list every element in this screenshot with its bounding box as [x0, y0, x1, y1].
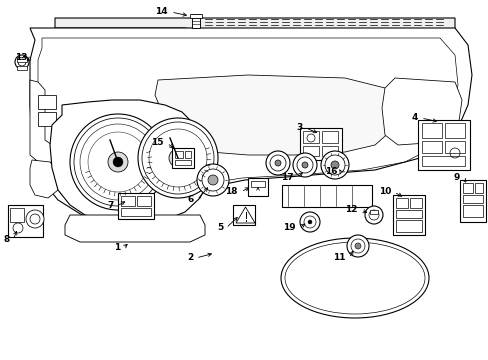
Bar [172, 148, 194, 168]
Text: 11: 11 [333, 253, 346, 262]
Circle shape [174, 154, 182, 162]
Text: 5: 5 [216, 224, 223, 233]
Ellipse shape [281, 238, 428, 318]
Text: 17: 17 [281, 174, 293, 183]
Bar [303, 131, 318, 143]
Bar [8, 205, 43, 237]
Bar [369, 210, 377, 214]
Bar [121, 196, 135, 206]
Text: 7: 7 [107, 202, 114, 211]
Bar [444, 123, 464, 138]
Bar [321, 146, 337, 156]
Bar [38, 95, 56, 109]
Circle shape [138, 118, 218, 198]
Bar [17, 57, 27, 62]
Text: 2: 2 [186, 253, 193, 262]
Polygon shape [50, 100, 209, 222]
Circle shape [307, 220, 311, 224]
Text: 10: 10 [378, 188, 390, 197]
Circle shape [197, 164, 228, 196]
Polygon shape [30, 28, 471, 218]
Bar [474, 183, 482, 193]
Circle shape [207, 175, 218, 185]
Bar [459, 180, 485, 222]
Circle shape [113, 157, 123, 167]
Circle shape [299, 212, 319, 232]
Bar [395, 198, 407, 208]
Bar [247, 178, 267, 196]
Bar [462, 183, 472, 193]
Bar [444, 141, 464, 153]
Bar [282, 185, 371, 207]
Polygon shape [30, 160, 58, 198]
Bar [10, 208, 24, 222]
Circle shape [346, 235, 368, 257]
Circle shape [70, 114, 165, 210]
Bar [409, 198, 421, 208]
Text: 14: 14 [155, 8, 168, 17]
Bar [299, 128, 341, 160]
Polygon shape [155, 75, 394, 155]
Circle shape [26, 210, 44, 228]
Circle shape [108, 152, 128, 172]
Circle shape [274, 160, 281, 166]
Circle shape [364, 206, 382, 224]
Circle shape [330, 161, 338, 169]
Text: 13: 13 [16, 54, 28, 63]
Text: 8: 8 [4, 235, 10, 244]
Bar [462, 195, 482, 203]
Bar [137, 196, 151, 206]
Bar [321, 131, 337, 143]
Circle shape [320, 151, 348, 179]
Bar [118, 193, 154, 219]
Polygon shape [65, 215, 204, 242]
Bar [417, 120, 469, 170]
Circle shape [265, 151, 289, 175]
Bar [395, 220, 421, 232]
Text: 6: 6 [187, 195, 194, 204]
Bar [192, 14, 200, 28]
Bar [184, 151, 191, 158]
Text: 16: 16 [325, 167, 337, 176]
Text: 15: 15 [151, 139, 163, 148]
Circle shape [169, 149, 186, 167]
Circle shape [15, 55, 29, 69]
Bar [190, 14, 202, 18]
Bar [121, 208, 151, 216]
Text: 18: 18 [225, 188, 238, 197]
Text: 1: 1 [114, 243, 120, 252]
Bar [303, 146, 318, 156]
Bar [462, 205, 482, 217]
Bar [392, 195, 424, 235]
Bar [250, 181, 264, 187]
Text: 9: 9 [453, 174, 459, 183]
Text: 3: 3 [296, 123, 303, 132]
Polygon shape [55, 18, 454, 30]
Bar [421, 123, 441, 138]
Bar [395, 210, 421, 218]
Polygon shape [30, 80, 52, 165]
Bar [17, 66, 27, 70]
Bar [421, 156, 464, 166]
Text: 12: 12 [345, 206, 357, 215]
Bar [175, 160, 191, 165]
Circle shape [302, 162, 307, 168]
Text: 19: 19 [283, 224, 295, 233]
Polygon shape [381, 78, 461, 145]
Circle shape [354, 243, 360, 249]
Bar [175, 151, 183, 158]
Bar [232, 205, 254, 225]
Text: 4: 4 [411, 113, 417, 122]
Bar [38, 112, 56, 126]
Circle shape [292, 153, 316, 177]
Bar [421, 141, 441, 153]
